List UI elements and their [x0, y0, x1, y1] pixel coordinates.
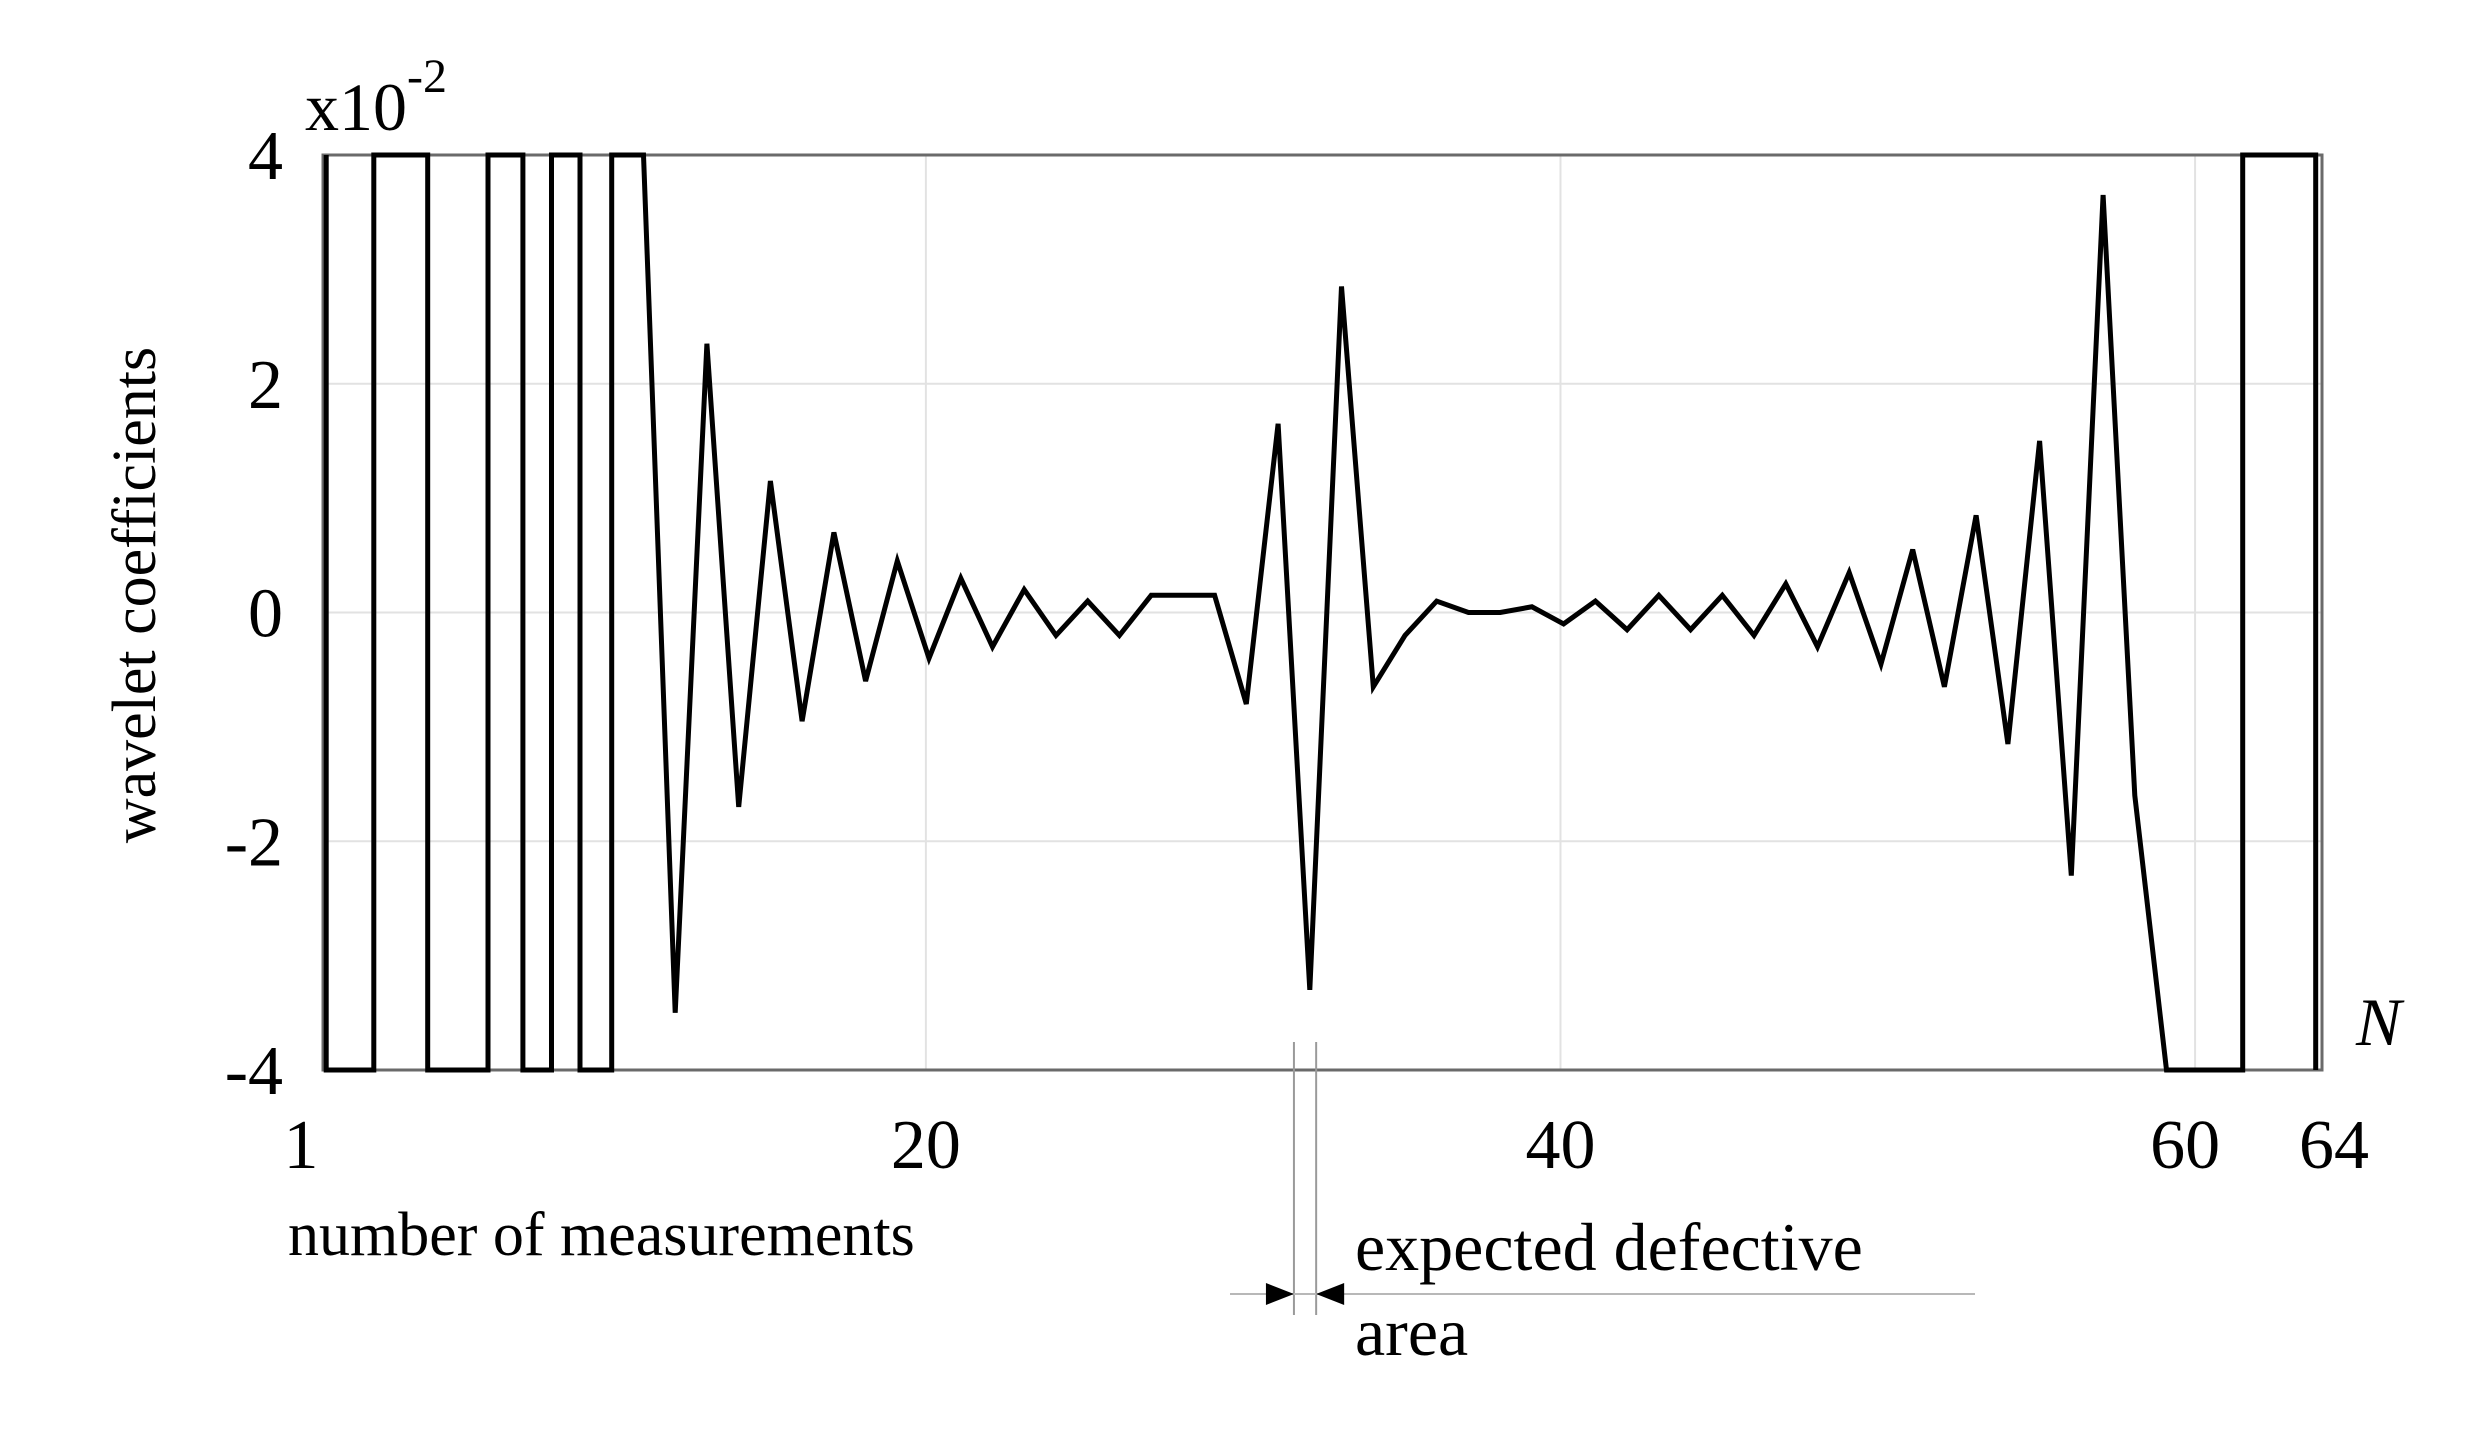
x-tick-label: 60 — [2150, 1107, 2220, 1184]
plot-border — [321, 153, 2324, 1072]
x-axis-label: number of measurements — [288, 1201, 915, 1269]
x-tick-label: 1 — [284, 1107, 319, 1184]
y-tick-label: -4 — [225, 1033, 283, 1110]
y-tick-label: 2 — [248, 347, 283, 424]
plot-frame — [321, 153, 2324, 1072]
tick-labels: -4 -2 0 2 4 1 20 40 60 64 — [225, 118, 2369, 1184]
y-tick-label: -2 — [225, 804, 283, 881]
x-tick-label: 40 — [1525, 1107, 1595, 1184]
series-line — [323, 152, 2319, 1073]
x-tick-label: 20 — [891, 1107, 961, 1184]
series-layer — [323, 152, 2319, 1073]
axis-symbol-n: N — [2355, 984, 2405, 1060]
defective-area-annotation: expected defective area — [1230, 1042, 1975, 1370]
scale-multiplier: x10-2 — [305, 50, 447, 145]
arrowhead-right — [1316, 1283, 1345, 1305]
y-tick-label: 0 — [248, 576, 283, 653]
y-axis-label: wavelet coefficients — [101, 347, 169, 843]
annotation-line-1: expected defective — [1355, 1209, 1863, 1285]
y-tick-label: 4 — [248, 118, 283, 195]
arrowhead-left — [1265, 1283, 1294, 1305]
x-tick-label: 64 — [2299, 1107, 2369, 1184]
annotation-line-2: area — [1355, 1294, 1468, 1370]
